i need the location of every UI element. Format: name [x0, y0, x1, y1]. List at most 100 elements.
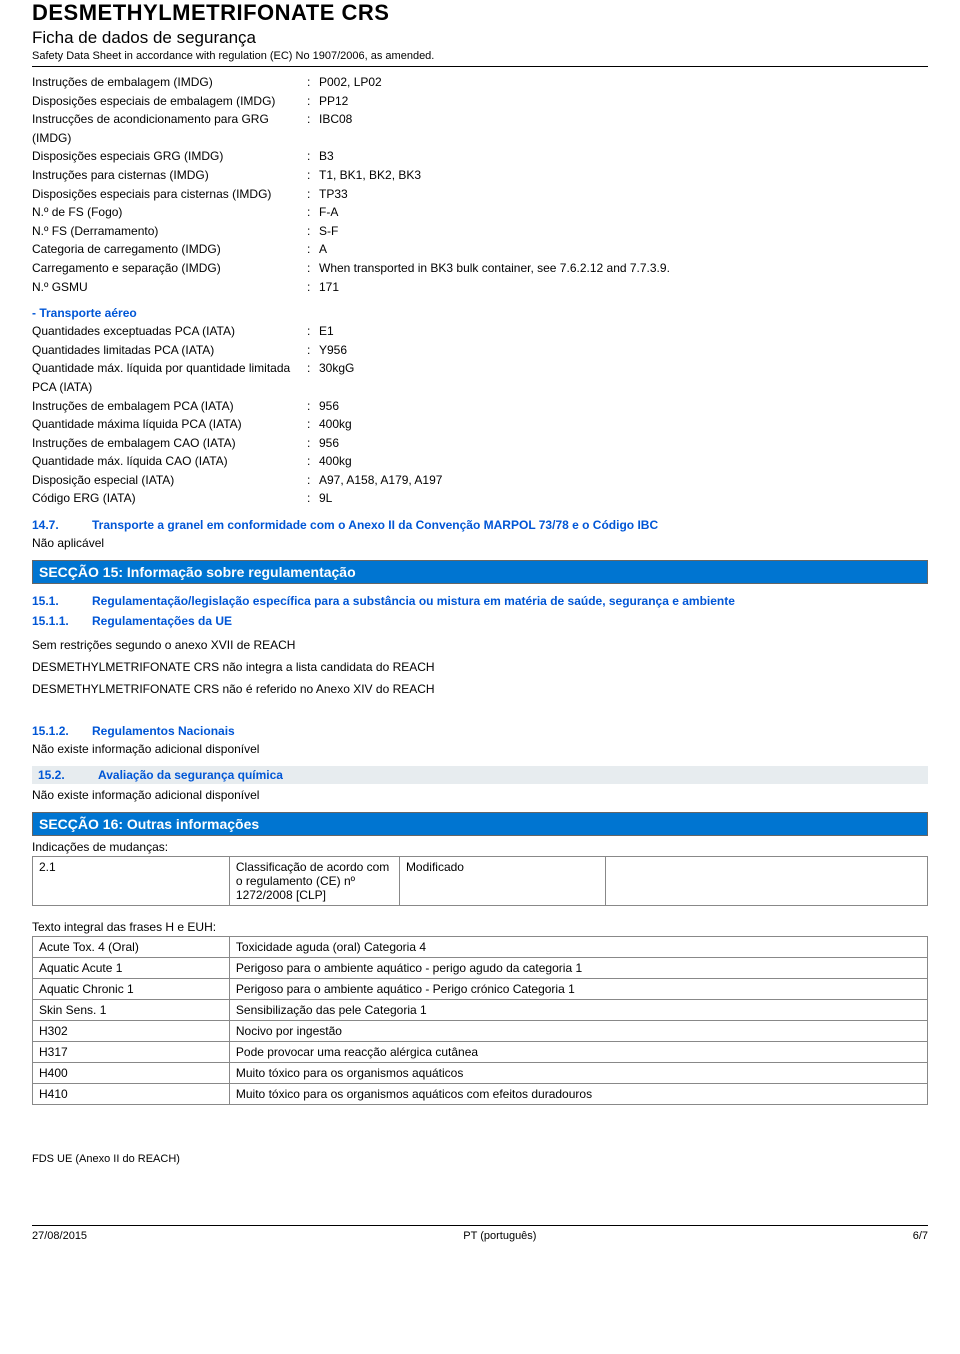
table-row: H317Pode provocar uma reacção alérgica c…: [33, 1042, 928, 1063]
table-row: Skin Sens. 1Sensibilização das pele Cate…: [33, 1000, 928, 1021]
kv-value: 9L: [319, 489, 928, 508]
cell-key: H410: [33, 1084, 230, 1105]
kv-value: 956: [319, 434, 928, 453]
header-rule: [32, 66, 928, 67]
kv-value: 956: [319, 397, 928, 416]
kv-colon: :: [307, 147, 319, 166]
kv-label: Disposições especiais de embalagem (IMDG…: [32, 92, 307, 111]
section-number: 14.7.: [32, 518, 92, 532]
iata-heading: - Transporte aéreo: [32, 306, 928, 320]
kv-value: B3: [319, 147, 928, 166]
section-16-bar: SECÇÃO 16: Outras informações: [32, 812, 928, 836]
footer-rule: [32, 1225, 928, 1226]
page-footer: 27/08/2015 PT (português) 6/7: [32, 1230, 928, 1242]
kv-row: Quantidades limitadas PCA (IATA):Y956: [32, 341, 928, 360]
doc-header: DESMETHYLMETRIFONATE CRS Ficha de dados …: [32, 0, 928, 67]
table-row: Aquatic Chronic 1Perigoso para o ambient…: [33, 979, 928, 1000]
kv-colon: :: [307, 73, 319, 92]
footer-lang: PT (português): [463, 1230, 536, 1242]
kv-colon: :: [307, 397, 319, 416]
footer-note: FDS UE (Anexo II do REACH): [32, 1153, 928, 1165]
h-phrases-table: Acute Tox. 4 (Oral)Toxicidade aguda (ora…: [32, 936, 928, 1105]
cell-value: Perigoso para o ambiente aquático - peri…: [229, 958, 927, 979]
doc-note: Safety Data Sheet in accordance with reg…: [32, 50, 928, 62]
kv-colon: :: [307, 110, 319, 147]
table-row: Acute Tox. 4 (Oral)Toxicidade aguda (ora…: [33, 937, 928, 958]
body-line: DESMETHYLMETRIFONATE CRS não integra a l…: [32, 658, 928, 676]
kv-row: Instrucções de acondicionamento para GRG…: [32, 110, 928, 147]
kv-row: N.º FS (Derramamento):S-F: [32, 222, 928, 241]
kv-row: Quantidades exceptuadas PCA (IATA):E1: [32, 322, 928, 341]
kv-colon: :: [307, 240, 319, 259]
kv-colon: :: [307, 278, 319, 297]
kv-colon: :: [307, 489, 319, 508]
cell: Modificado: [399, 857, 605, 906]
cell-key: Skin Sens. 1: [33, 1000, 230, 1021]
kv-label: Quantidades limitadas PCA (IATA): [32, 341, 307, 360]
cell: 2.1: [33, 857, 230, 906]
section-number: 15.1.1.: [32, 614, 92, 628]
table-row: H302Nocivo por ingestão: [33, 1021, 928, 1042]
section-title: Regulamentações da UE: [92, 614, 928, 628]
cell-key: Acute Tox. 4 (Oral): [33, 937, 230, 958]
body-line: Sem restrições segundo o anexo XVII de R…: [32, 636, 928, 654]
kv-colon: :: [307, 434, 319, 453]
section-15-bar: SECÇÃO 15: Informação sobre regulamentaç…: [32, 560, 928, 584]
kv-row: Disposições especiais GRG (IMDG):B3: [32, 147, 928, 166]
changes-table: 2.1 Classificação de acordo com o regula…: [32, 856, 928, 906]
kv-value: 30kgG: [319, 359, 928, 396]
doc-title: DESMETHYLMETRIFONATE CRS: [32, 0, 928, 26]
changes-label: Indicações de mudanças:: [32, 840, 928, 854]
iata-block: Quantidades exceptuadas PCA (IATA):E1Qua…: [32, 322, 928, 508]
doc-subtitle: Ficha de dados de segurança: [32, 28, 928, 48]
table-row: Aquatic Acute 1Perigoso para o ambiente …: [33, 958, 928, 979]
kv-value: A97, A158, A179, A197: [319, 471, 928, 490]
kv-colon: :: [307, 341, 319, 360]
section-title: Regulamentos Nacionais: [92, 724, 928, 738]
body-line: DESMETHYLMETRIFONATE CRS não é referido …: [32, 680, 928, 698]
cell-value: Muito tóxico para os organismos aquático…: [229, 1063, 927, 1084]
cell-value: Perigoso para o ambiente aquático - Peri…: [229, 979, 927, 1000]
section-15-2-body: Não existe informação adicional disponív…: [32, 786, 928, 804]
kv-row: Quantidade máxima líquida PCA (IATA):400…: [32, 415, 928, 434]
section-15-1-2: 15.1.2. Regulamentos Nacionais: [32, 724, 928, 738]
kv-label: Disposições especiais para cisternas (IM…: [32, 185, 307, 204]
kv-value: When transported in BK3 bulk container, …: [319, 259, 928, 278]
kv-row: Categoria de carregamento (IMDG):A: [32, 240, 928, 259]
cell-value: Nocivo por ingestão: [229, 1021, 927, 1042]
kv-colon: :: [307, 185, 319, 204]
kv-colon: :: [307, 322, 319, 341]
kv-colon: :: [307, 222, 319, 241]
cell-key: Aquatic Chronic 1: [33, 979, 230, 1000]
kv-colon: :: [307, 471, 319, 490]
kv-value: IBC08: [319, 110, 928, 147]
kv-row: Carregamento e separação (IMDG):When tra…: [32, 259, 928, 278]
cell-value: Toxicidade aguda (oral) Categoria 4: [229, 937, 927, 958]
section-title: Avaliação da segurança química: [98, 768, 922, 782]
kv-value: 400kg: [319, 415, 928, 434]
section-15-2: 15.2. Avaliação da segurança química: [32, 766, 928, 784]
cell: Classificação de acordo com o regulament…: [229, 857, 399, 906]
kv-row: N.º GSMU:171: [32, 278, 928, 297]
kv-row: Disposições especiais de embalagem (IMDG…: [32, 92, 928, 111]
kv-row: N.º de FS (Fogo):F-A: [32, 203, 928, 222]
section-title: Regulamentação/legislação específica par…: [92, 594, 928, 608]
section-15-1: 15.1. Regulamentação/legislação específi…: [32, 594, 928, 608]
kv-colon: :: [307, 166, 319, 185]
kv-colon: :: [307, 92, 319, 111]
kv-value: T1, BK1, BK2, BK3: [319, 166, 928, 185]
kv-row: Disposição especial (IATA):A97, A158, A1…: [32, 471, 928, 490]
kv-row: Instruções de embalagem PCA (IATA):956: [32, 397, 928, 416]
section-number: 15.2.: [38, 768, 98, 782]
kv-colon: :: [307, 203, 319, 222]
section-15-1-2-body: Não existe informação adicional disponív…: [32, 740, 928, 758]
kv-label: Disposições especiais GRG (IMDG): [32, 147, 307, 166]
kv-label: Categoria de carregamento (IMDG): [32, 240, 307, 259]
kv-value: P002, LP02: [319, 73, 928, 92]
kv-row: Disposições especiais para cisternas (IM…: [32, 185, 928, 204]
kv-label: Instruções para cisternas (IMDG): [32, 166, 307, 185]
kv-label: Quantidade máx. líquida CAO (IATA): [32, 452, 307, 471]
cell-value: Sensibilização das pele Categoria 1: [229, 1000, 927, 1021]
kv-label: N.º GSMU: [32, 278, 307, 297]
kv-value: PP12: [319, 92, 928, 111]
